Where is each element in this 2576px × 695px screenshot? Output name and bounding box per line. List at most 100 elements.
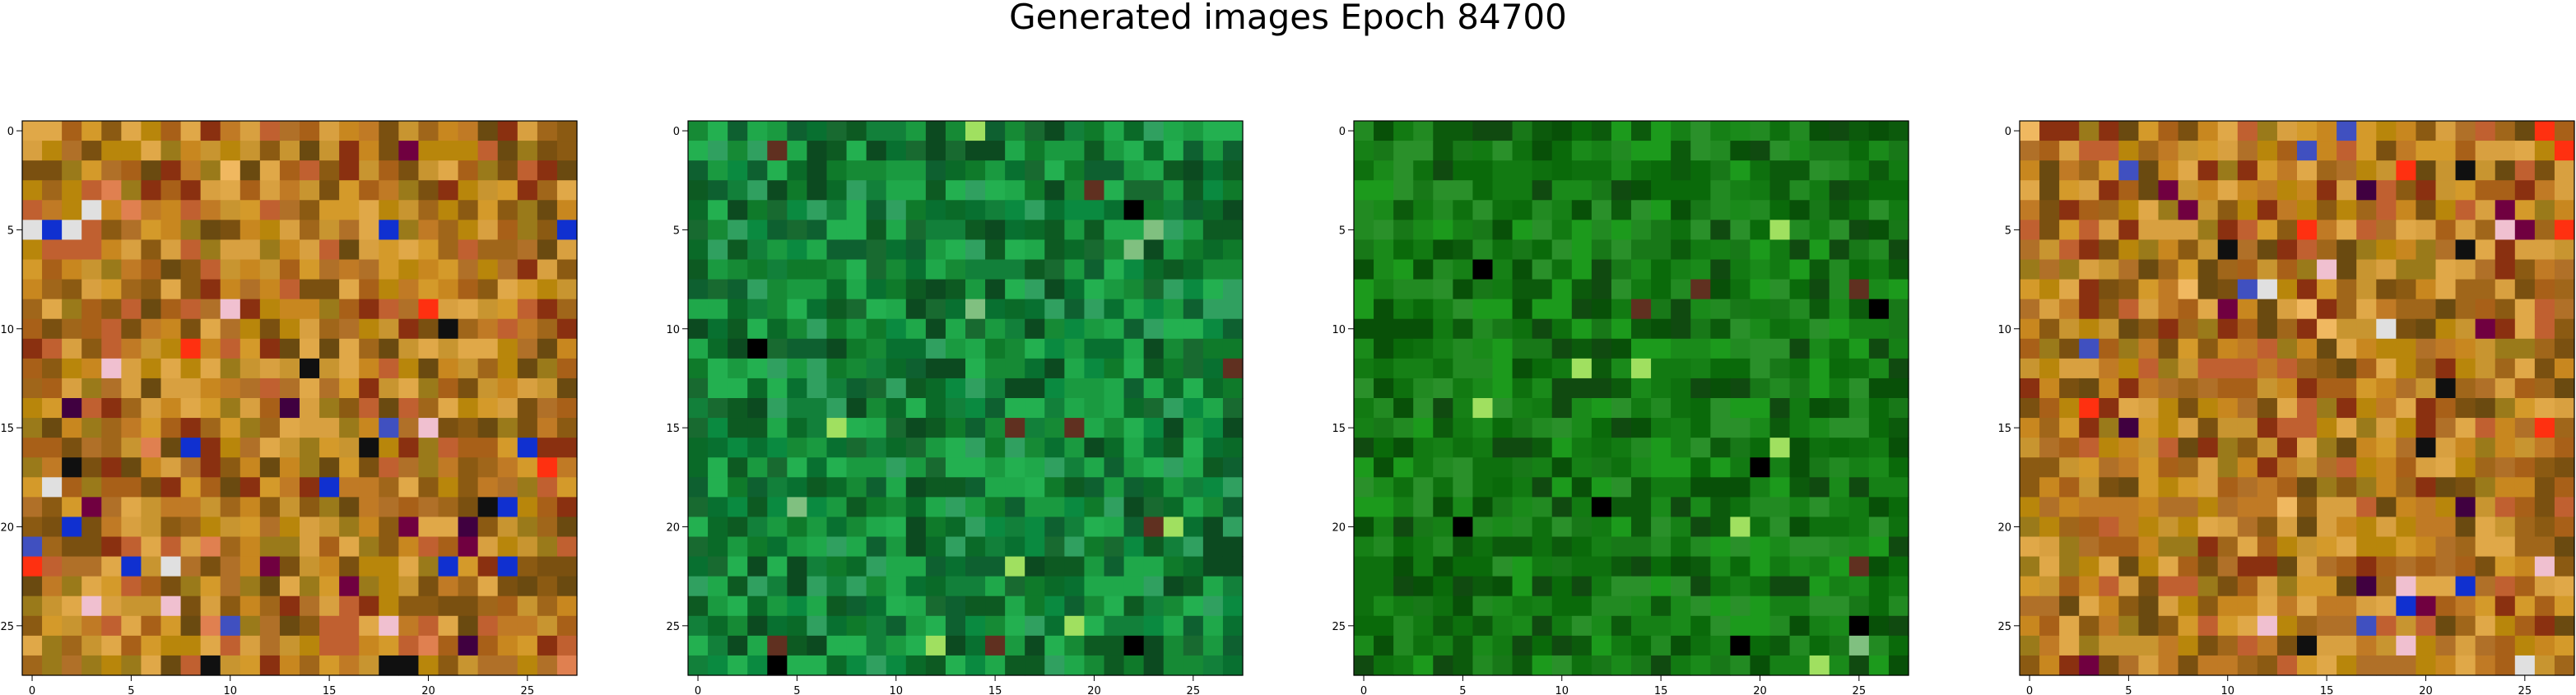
pixel-cell bbox=[458, 457, 479, 478]
pixel-cell bbox=[2178, 615, 2199, 637]
y-tick-label: 5 bbox=[7, 225, 14, 237]
pixel-cell bbox=[279, 556, 300, 577]
pixel-cell bbox=[398, 358, 420, 379]
pixel-cell bbox=[2534, 556, 2555, 577]
pixel-cell bbox=[1671, 536, 1691, 558]
pixel-cell bbox=[319, 536, 340, 558]
pixel-cell bbox=[1769, 398, 1791, 419]
pixel-cell bbox=[1591, 180, 1612, 201]
pixel-cell bbox=[2276, 141, 2298, 161]
pixel-cell bbox=[1750, 615, 1771, 637]
pixel-cell bbox=[787, 318, 808, 340]
pixel-cell bbox=[787, 556, 808, 577]
pixel-cell bbox=[200, 239, 221, 261]
pixel-cell bbox=[239, 536, 261, 558]
pixel-cell bbox=[458, 160, 479, 181]
pixel-cell bbox=[2317, 398, 2337, 419]
pixel-cell bbox=[925, 239, 946, 261]
pixel-cell bbox=[497, 121, 518, 141]
pixel-cell bbox=[807, 378, 828, 399]
pixel-cell bbox=[379, 556, 399, 577]
pixel-cell bbox=[1163, 418, 1184, 438]
pixel-cell bbox=[2495, 497, 2516, 518]
pixel-cell bbox=[1651, 141, 1672, 161]
pixel-cell bbox=[1868, 358, 1890, 379]
pixel-cell bbox=[2396, 279, 2417, 300]
pixel-cell bbox=[2059, 438, 2080, 458]
pixel-cell bbox=[141, 576, 162, 597]
pixel-cell bbox=[1183, 180, 1204, 201]
pixel-cell bbox=[1512, 259, 1533, 280]
pixel-cell bbox=[141, 398, 162, 419]
pixel-cell bbox=[1829, 497, 1850, 518]
pixel-cell bbox=[2396, 299, 2417, 320]
pixel-cell bbox=[2455, 576, 2476, 597]
pixel-cell bbox=[1651, 220, 1672, 241]
pixel-cell bbox=[537, 220, 558, 241]
pixel-cell bbox=[1183, 121, 1204, 141]
pixel-cell bbox=[81, 358, 102, 379]
pixel-cell bbox=[1222, 121, 1244, 141]
pixel-cell bbox=[359, 595, 379, 617]
pixel-cell bbox=[2276, 121, 2298, 141]
pixel-cell bbox=[180, 239, 202, 261]
pixel-cell bbox=[2099, 398, 2119, 419]
pixel-cell bbox=[866, 141, 887, 161]
pixel-cell bbox=[1202, 121, 1224, 141]
pixel-cell bbox=[728, 457, 748, 478]
x-tick-label: 10 bbox=[2220, 685, 2234, 695]
pixel-cell bbox=[2317, 220, 2337, 241]
pixel-cell bbox=[1123, 141, 1145, 161]
pixel-cell bbox=[1354, 595, 1374, 617]
pixel-cell bbox=[1512, 160, 1533, 181]
pixel-cell bbox=[101, 576, 122, 597]
pixel-cell bbox=[2554, 299, 2575, 320]
pixel-cell bbox=[2297, 438, 2318, 458]
pixel-cell bbox=[259, 556, 281, 577]
pixel-cell bbox=[1123, 418, 1145, 438]
pixel-cell bbox=[985, 318, 1006, 340]
pixel-cell bbox=[1868, 180, 1890, 201]
pixel-cell bbox=[2337, 279, 2357, 300]
pixel-cell bbox=[1868, 259, 1890, 280]
pixel-cell bbox=[965, 477, 986, 498]
pixel-cell bbox=[1848, 635, 1870, 656]
pixel-cell bbox=[2455, 160, 2476, 181]
pixel-cell bbox=[1222, 438, 1244, 458]
pixel-cell bbox=[2317, 615, 2337, 637]
pixel-cell bbox=[1044, 299, 1065, 320]
pixel-cell bbox=[2534, 517, 2555, 538]
pixel-cell bbox=[2276, 536, 2298, 558]
pixel-cell bbox=[2059, 358, 2080, 379]
pixel-cell bbox=[1690, 338, 1711, 359]
pixel-cell bbox=[2059, 517, 2080, 538]
pixel-cell bbox=[1222, 595, 1244, 617]
pixel-cell bbox=[688, 141, 709, 161]
pixel-cell bbox=[965, 497, 986, 518]
pixel-cell bbox=[2317, 338, 2337, 359]
pixel-cell bbox=[2455, 141, 2476, 161]
pixel-cell bbox=[1005, 457, 1025, 478]
pixel-cell bbox=[1202, 378, 1224, 399]
pixel-cell bbox=[1393, 536, 1414, 558]
pixel-cell bbox=[180, 595, 202, 617]
pixel-cell bbox=[965, 378, 986, 399]
pixel-cell bbox=[2514, 220, 2536, 241]
pixel-cell bbox=[2020, 378, 2040, 399]
pixel-cell bbox=[708, 200, 728, 220]
pixel-cell bbox=[300, 358, 320, 379]
pixel-cell bbox=[1631, 595, 1652, 617]
pixel-cell bbox=[438, 635, 459, 656]
pixel-cell bbox=[2376, 655, 2397, 676]
pixel-cell bbox=[398, 517, 420, 538]
pixel-cell bbox=[1631, 180, 1652, 201]
pixel-cell bbox=[1750, 220, 1771, 241]
pixel-cell bbox=[1005, 556, 1025, 577]
y-tick-label: 15 bbox=[0, 423, 14, 435]
pixel-cell bbox=[945, 595, 966, 617]
pixel-cell bbox=[866, 536, 887, 558]
pixel-cell bbox=[2475, 477, 2496, 498]
pixel-cell bbox=[767, 497, 788, 518]
pixel-cell bbox=[866, 358, 887, 379]
pixel-cell bbox=[359, 517, 379, 538]
